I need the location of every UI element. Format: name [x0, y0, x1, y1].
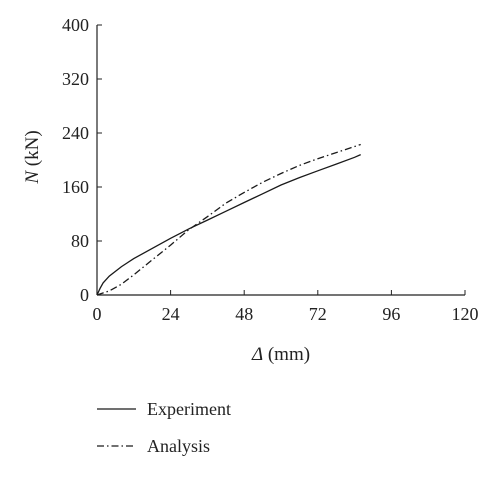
series-line-experiment	[96, 154, 361, 296]
legend-label-analysis: Analysis	[147, 436, 210, 456]
x-tick-label: 48	[235, 304, 253, 324]
series-group	[96, 143, 361, 296]
y-tick-label: 240	[62, 123, 89, 143]
y-axis-symbol: N	[22, 170, 43, 185]
x-axis-unit: (mm)	[263, 344, 310, 365]
x-tick-label: 24	[162, 304, 180, 324]
x-axis-symbol: Δ	[251, 344, 263, 365]
legend: Experiment Analysis	[97, 399, 231, 456]
y-axis-unit: (kN)	[22, 130, 43, 171]
x-tick-label: 72	[309, 304, 327, 324]
y-tick-label: 0	[80, 285, 89, 305]
x-tick-label: 96	[382, 304, 400, 324]
legend-label-experiment: Experiment	[147, 399, 231, 419]
y-tick-label: 160	[62, 177, 89, 197]
y-tick-label: 80	[71, 231, 89, 251]
x-tick-label: 120	[452, 304, 479, 324]
axes	[96, 25, 465, 296]
y-tick-label: 400	[62, 15, 89, 35]
x-axis-label: Δ (mm)	[251, 344, 310, 365]
ticks: 0 80 160 240 320 400 0 24 48 72 96 120	[62, 15, 479, 324]
series-line-analysis	[96, 143, 361, 296]
y-axis-label: N (kN)	[22, 130, 43, 184]
y-tick-label: 320	[62, 69, 89, 89]
x-tick-label: 0	[93, 304, 102, 324]
